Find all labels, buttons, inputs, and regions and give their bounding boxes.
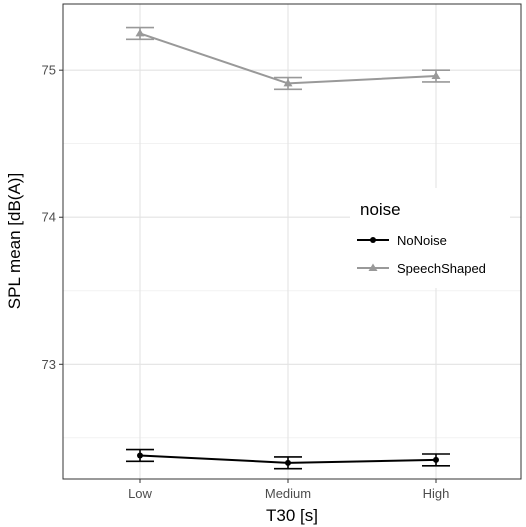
series-layer [126,26,450,470]
axes: 73 74 75 Low Medium High [42,63,450,501]
data-point-circle [433,456,439,463]
x-tick-label: Low [128,486,152,501]
legend-background [350,188,510,288]
data-point-triangle [283,78,293,87]
data-point-triangle [135,28,145,37]
legend-key-triangle-marker [368,263,378,271]
data-point-triangle [431,71,441,80]
x-axis-title: T30 [s] [266,506,318,525]
legend-key-circle-marker [370,237,376,243]
x-tick-label: High [423,486,450,501]
x-tick-label: Medium [265,486,311,501]
y-tick-label: 75 [42,63,56,78]
data-point-circle [137,452,143,459]
legend-title: noise [360,200,401,219]
y-tick-label: 73 [42,357,56,372]
data-point-circle [285,459,291,466]
legend-item-nonoise: NoNoise [357,233,447,248]
legend-item-speechshaped: SpeechShaped [357,261,486,276]
series-nonoise [126,448,450,470]
y-axis-title: SPL mean [dB(A)] [5,173,24,309]
series-speechshaped [126,26,450,91]
plot-border [62,3,522,480]
legend: noise NoNoise SpeechShaped [350,188,510,288]
legend-label-speechshaped: SpeechShaped [397,261,486,276]
y-tick-label: 74 [42,210,56,225]
legend-label-nonoise: NoNoise [397,233,447,248]
